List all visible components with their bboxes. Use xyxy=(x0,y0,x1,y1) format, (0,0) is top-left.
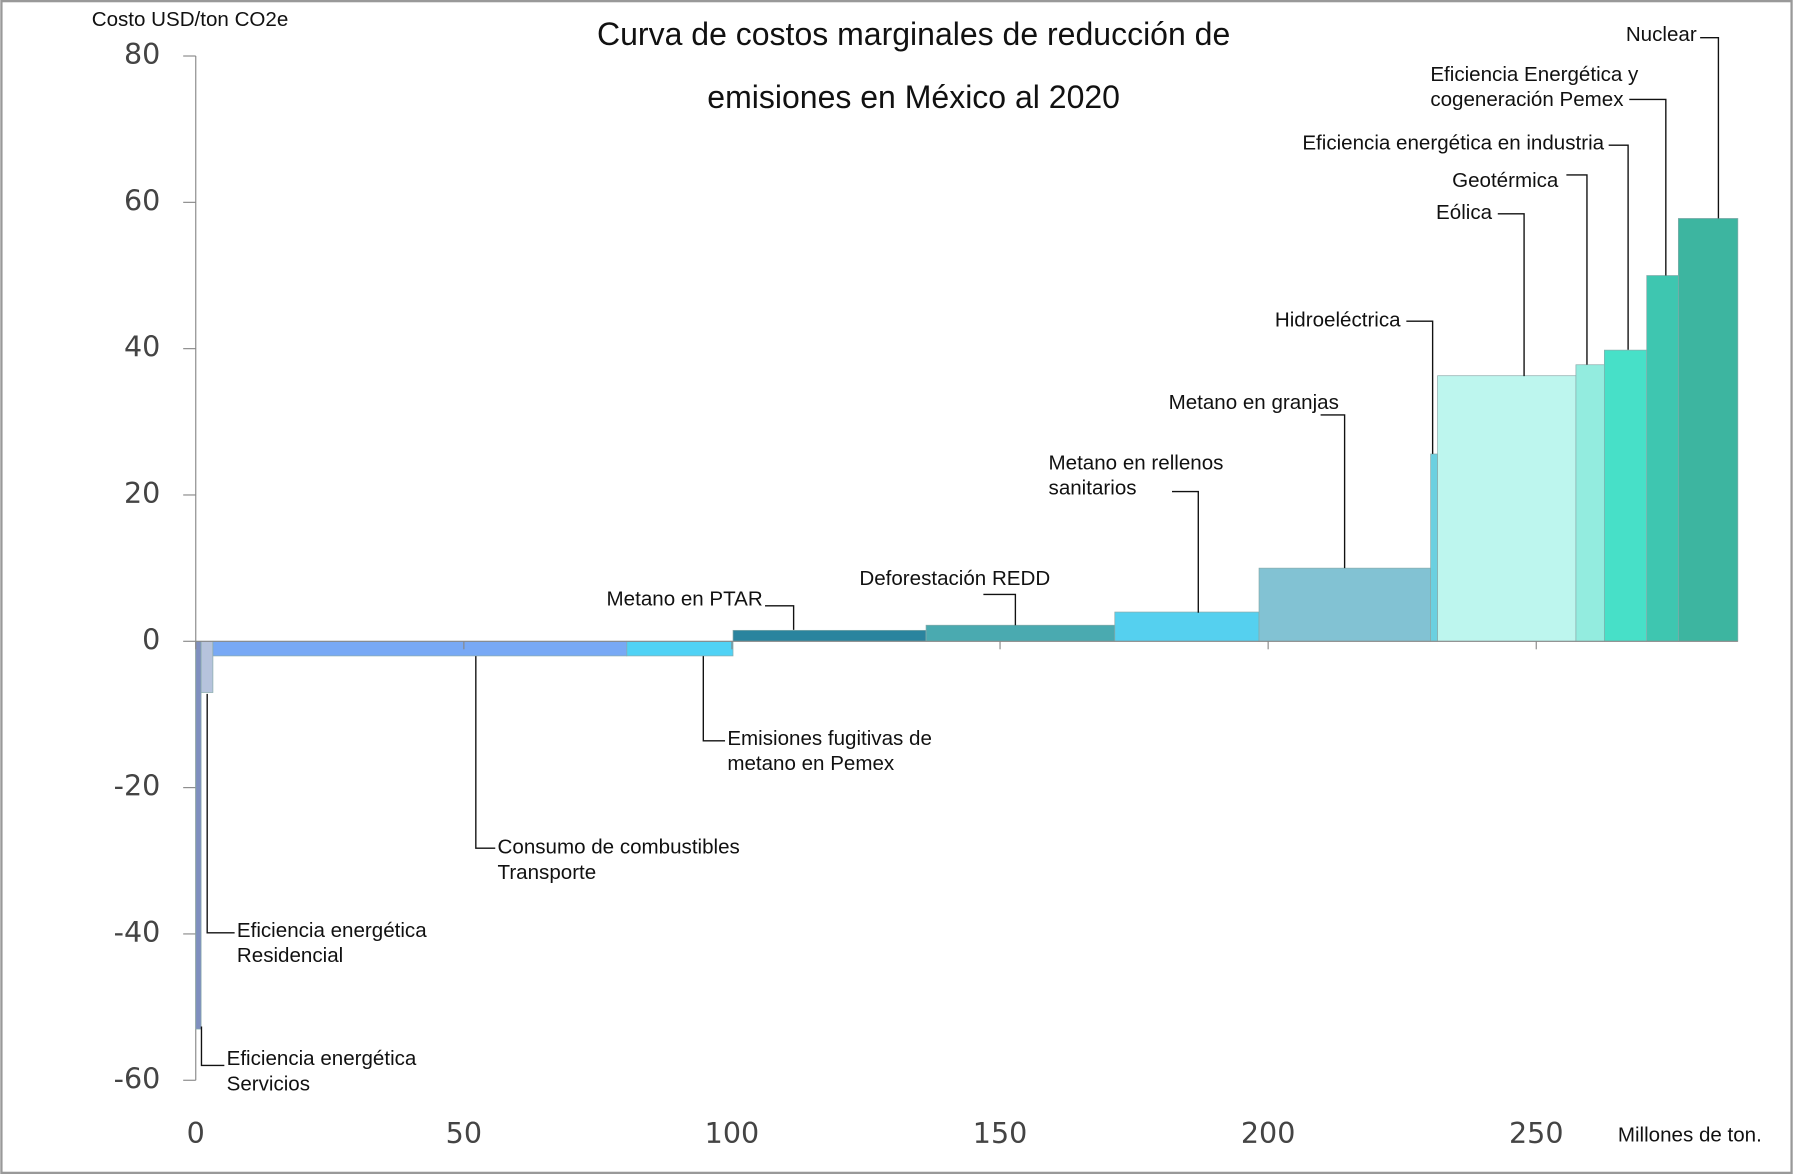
bar xyxy=(1430,453,1438,642)
x-tick-label: 50 xyxy=(446,1116,482,1150)
bar xyxy=(1258,567,1431,642)
bar-label: Nuclear xyxy=(1626,23,1697,46)
y-tick-label: 60 xyxy=(124,183,160,217)
bar-label: Hidroeléctrica xyxy=(1275,309,1401,332)
leader-line xyxy=(475,656,496,849)
chart-title: Curva de costos marginales de reducción … xyxy=(597,16,1230,52)
bar xyxy=(1646,275,1679,642)
bar-label: Emisiones fugitivas de xyxy=(727,727,932,750)
y-tick-label: 40 xyxy=(124,330,160,364)
y-tick-label: -40 xyxy=(114,915,161,949)
bar-label: Eólica xyxy=(1436,201,1493,224)
y-tick-label: 0 xyxy=(142,622,160,656)
x-tick-label: 0 xyxy=(187,1116,205,1150)
bar-label: Eficiencia energética en industria xyxy=(1302,131,1604,154)
x-tick-label: 150 xyxy=(973,1116,1028,1150)
bar xyxy=(1575,364,1605,642)
leader-line xyxy=(1320,414,1346,569)
bar-label: Consumo de combustibles xyxy=(498,836,740,859)
bar-label: Eficiencia Energética y xyxy=(1430,63,1639,86)
bar xyxy=(1603,349,1648,642)
bar xyxy=(200,640,214,693)
bar xyxy=(732,629,927,642)
bar xyxy=(1437,375,1577,642)
leader-line xyxy=(983,593,1017,626)
y-axis-title: Costo USD/ton CO2e xyxy=(92,8,289,31)
bar-label: Residencial xyxy=(237,944,343,967)
y-tick-label: 20 xyxy=(124,476,160,510)
x-tick-label: 100 xyxy=(705,1116,760,1150)
bar-label: Metano en granjas xyxy=(1169,391,1339,414)
leader-line xyxy=(1700,37,1720,219)
bar-label: Geotérmica xyxy=(1452,169,1559,192)
bar-label: Eficiencia energética xyxy=(237,919,427,942)
bar-label: Servicios xyxy=(227,1072,310,1095)
y-tick-label: -20 xyxy=(114,769,161,803)
bar xyxy=(1677,218,1739,642)
leader-line xyxy=(200,1026,225,1067)
leader-line xyxy=(1497,213,1525,377)
bar-label: Metano en rellenos xyxy=(1049,452,1224,475)
leader-line xyxy=(765,605,795,630)
y-tick-label: -60 xyxy=(114,1061,161,1095)
bar xyxy=(212,640,628,657)
bar-label: cogeneración Pemex xyxy=(1430,88,1624,111)
bar xyxy=(195,640,202,1030)
x-axis-title: Millones de ton. xyxy=(1618,1124,1762,1147)
bar xyxy=(925,624,1116,642)
chart-title: emisiones en México al 2020 xyxy=(707,79,1120,115)
leader-line xyxy=(1171,490,1199,613)
bar-label: Eficiencia energética xyxy=(227,1047,417,1070)
bar xyxy=(626,640,734,657)
leader-line xyxy=(1406,320,1434,454)
leader-line xyxy=(206,693,235,934)
leader-line xyxy=(1608,144,1629,350)
leader-line xyxy=(1566,174,1588,365)
bar-label: Metano en PTAR xyxy=(607,588,763,611)
x-tick-label: 200 xyxy=(1241,1116,1296,1150)
y-tick-label: 80 xyxy=(124,37,160,71)
bar-label: sanitarios xyxy=(1049,477,1137,500)
bar-label: Deforestación REDD xyxy=(859,567,1050,590)
x-tick-label: 250 xyxy=(1509,1116,1564,1150)
leader-line xyxy=(702,656,726,742)
leader-line xyxy=(1629,98,1667,276)
bar-label: metano en Pemex xyxy=(727,752,895,775)
bar-label: Transporte xyxy=(498,861,597,884)
bar xyxy=(1114,611,1260,642)
